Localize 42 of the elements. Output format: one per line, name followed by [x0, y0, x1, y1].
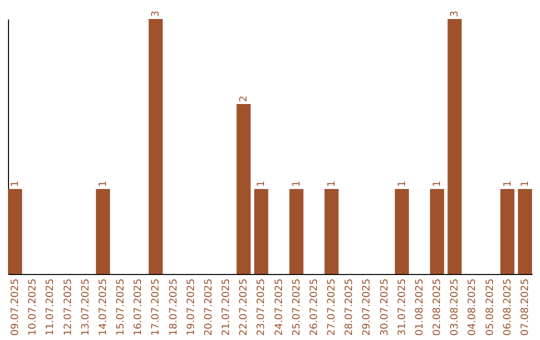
x-tick-label: 16.07.2025 [133, 278, 144, 336]
x-tick-label: 26.07.2025 [308, 278, 320, 336]
x-tick-label: 15.07.2025 [116, 278, 127, 336]
x-tick-label: 22.07.2025 [238, 278, 250, 336]
data-label: 1 [98, 180, 109, 187]
x-tick-label: 30.07.2025 [379, 278, 390, 336]
x-tick-label: 29.07.2025 [362, 278, 373, 336]
data-label: 1 [256, 180, 268, 187]
data-label: 1 [502, 180, 514, 187]
x-tick-label: 25.07.2025 [291, 278, 302, 336]
data-label: 1 [520, 180, 531, 187]
x-tick-label: 11.07.2025 [45, 278, 56, 336]
x-tick-label: 19.07.2025 [186, 278, 197, 336]
data-label: 1 [326, 180, 338, 187]
x-tick-label: 01.08.2025 [414, 278, 426, 336]
data-label: 3 [450, 10, 461, 17]
x-tick-label: 17.07.2025 [150, 278, 162, 336]
x-tick-label: 31.07.2025 [396, 278, 408, 336]
x-tick-label: 21.07.2025 [221, 278, 232, 336]
x-tick-label: 24.07.2025 [274, 278, 285, 336]
x-tick-label: 06.08.2025 [502, 278, 514, 336]
x-tick-label: 13.07.2025 [80, 278, 92, 336]
data-label: 2 [238, 96, 250, 102]
x-tick-label: 02.08.2025 [432, 278, 444, 336]
x-tick-label: 23.07.2025 [256, 278, 268, 336]
x-tick-label: 03.08.2025 [450, 278, 461, 336]
x-tick-label: 14.07.2025 [98, 278, 109, 336]
x-tick-label: 20.07.2025 [203, 278, 214, 336]
data-label: 1 [10, 180, 22, 187]
x-tick-label: 18.07.2025 [168, 278, 180, 336]
data-label: 3 [150, 10, 162, 17]
x-tick-label: 12.07.2025 [62, 278, 74, 336]
data-label: 1 [432, 180, 444, 187]
x-tick-label: 27.07.2025 [326, 278, 338, 336]
x-tick-label: 10.07.2025 [28, 278, 39, 336]
x-tick-label: 09.07.2025 [10, 278, 22, 336]
x-tick-label: 07.08.2025 [520, 278, 531, 336]
x-tick-label: 05.08.2025 [484, 278, 496, 336]
data-label: 1 [396, 180, 408, 187]
x-tick-label: 04.08.2025 [467, 278, 478, 336]
x-tick-label: 28.07.2025 [344, 278, 356, 336]
data-label: 1 [291, 180, 302, 187]
